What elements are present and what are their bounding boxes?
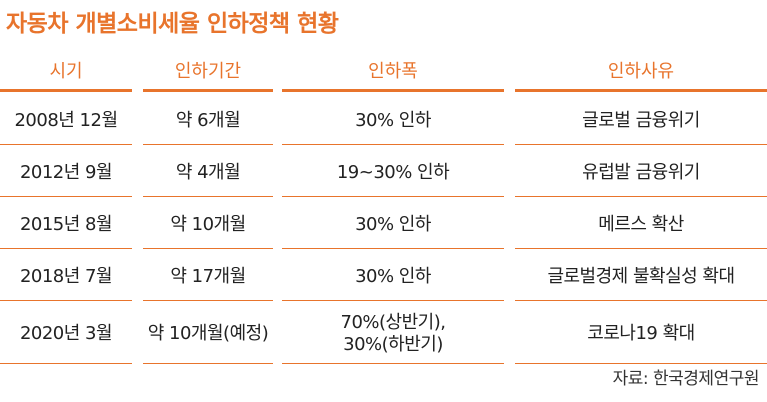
cell-duration: 약 10개월: [143, 201, 273, 249]
cell-reason: 유럽발 금융위기: [515, 149, 767, 197]
header-reason: 인하사유: [515, 55, 767, 92]
table-row: 2015년 8월 약 10개월 30% 인하 메르스 확산: [0, 201, 767, 253]
source-note: 자료: 한국경제연구원: [612, 369, 760, 389]
header-duration: 인하기간: [143, 55, 273, 92]
cell-duration: 약 17개월: [143, 253, 273, 301]
cell-reason: 글로벌경제 불확실성 확대: [515, 253, 767, 301]
cell-rate: 30% 인하: [282, 253, 504, 301]
cell-duration: 약 10개월(예정): [143, 305, 273, 364]
cell-rate-line1: 70%(상반기),: [340, 312, 446, 333]
table-row: 2012년 9월 약 4개월 19~30% 인하 유럽발 금융위기: [0, 149, 767, 201]
header-rate: 인하폭: [282, 55, 504, 92]
cell-period: 2018년 7월: [0, 253, 132, 301]
cell-rate: 30% 인하: [282, 97, 504, 145]
cell-period: 2020년 3월: [0, 305, 132, 364]
table-header-row: 시기 인하기간 인하폭 인하사유: [0, 55, 767, 97]
table-row: 2008년 12월 약 6개월 30% 인하 글로벌 금융위기: [0, 97, 767, 149]
table-title: 자동차 개별소비세율 인하정책 현황: [6, 11, 339, 37]
cell-reason: 글로벌 금융위기: [515, 97, 767, 145]
cell-rate-line2: 30%(하반기): [343, 334, 443, 355]
cell-duration: 약 6개월: [143, 97, 273, 145]
table-row: 2020년 3월 약 10개월(예정) 70%(상반기), 30%(하반기) 코…: [0, 305, 767, 367]
header-period: 시기: [0, 55, 132, 92]
cell-period: 2012년 9월: [0, 149, 132, 197]
cell-duration: 약 4개월: [143, 149, 273, 197]
cell-reason: 메르스 확산: [515, 201, 767, 249]
cell-rate: 19~30% 인하: [282, 149, 504, 197]
cell-reason: 코로나19 확대: [515, 305, 767, 364]
cell-rate: 70%(상반기), 30%(하반기): [282, 305, 504, 364]
policy-table: 시기 인하기간 인하폭 인하사유 2008년 12월 약 6개월 30% 인하 …: [0, 55, 767, 367]
cell-period: 2008년 12월: [0, 97, 132, 145]
cell-rate: 30% 인하: [282, 201, 504, 249]
cell-period: 2015년 8월: [0, 201, 132, 249]
table-row: 2018년 7월 약 17개월 30% 인하 글로벌경제 불확실성 확대: [0, 253, 767, 305]
